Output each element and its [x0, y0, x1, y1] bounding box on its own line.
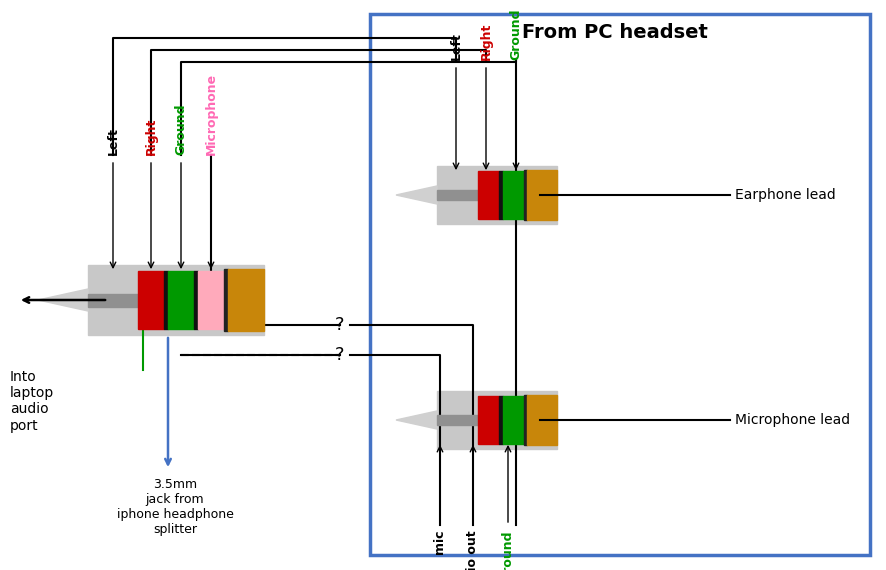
- Polygon shape: [396, 186, 437, 204]
- Text: From PC headset: From PC headset: [522, 22, 708, 42]
- Bar: [370, 14, 870, 555]
- Text: Ground: Ground: [175, 104, 188, 155]
- Text: Right: Right: [479, 23, 493, 60]
- Bar: [500, 171, 502, 219]
- Bar: [437, 390, 556, 449]
- Text: Earphone lead: Earphone lead: [735, 188, 835, 202]
- Text: ?: ?: [335, 316, 345, 334]
- Bar: [527, 394, 556, 445]
- Bar: [437, 414, 478, 425]
- Bar: [138, 271, 164, 329]
- Text: Audio out: Audio out: [467, 530, 479, 570]
- Text: mic: mic: [433, 530, 447, 555]
- Bar: [500, 396, 502, 444]
- Bar: [168, 271, 194, 329]
- Bar: [437, 190, 478, 200]
- Polygon shape: [396, 411, 437, 429]
- Bar: [524, 394, 527, 445]
- Bar: [88, 294, 138, 307]
- Bar: [502, 396, 524, 444]
- Bar: [88, 265, 264, 335]
- Text: Ground: Ground: [501, 530, 515, 570]
- Bar: [527, 170, 556, 221]
- Text: Microphone lead: Microphone lead: [735, 413, 851, 427]
- Polygon shape: [38, 289, 88, 311]
- Text: ?: ?: [335, 346, 345, 364]
- Text: 3.5mm
jack from
iphone headphone
splitter: 3.5mm jack from iphone headphone splitte…: [117, 478, 233, 536]
- Bar: [478, 171, 500, 219]
- Text: Left: Left: [449, 32, 462, 60]
- Bar: [524, 170, 527, 221]
- Bar: [437, 165, 556, 225]
- Text: Ground: Ground: [509, 9, 523, 60]
- Text: Right: Right: [144, 117, 158, 155]
- Bar: [478, 396, 500, 444]
- Bar: [502, 171, 524, 219]
- Bar: [224, 269, 228, 331]
- Bar: [194, 271, 198, 329]
- Bar: [228, 269, 264, 331]
- Text: Into
laptop
audio
port: Into laptop audio port: [10, 370, 54, 433]
- Bar: [198, 271, 224, 329]
- Text: Left: Left: [106, 127, 120, 155]
- Text: Microphone: Microphone: [205, 73, 217, 155]
- Bar: [164, 271, 168, 329]
